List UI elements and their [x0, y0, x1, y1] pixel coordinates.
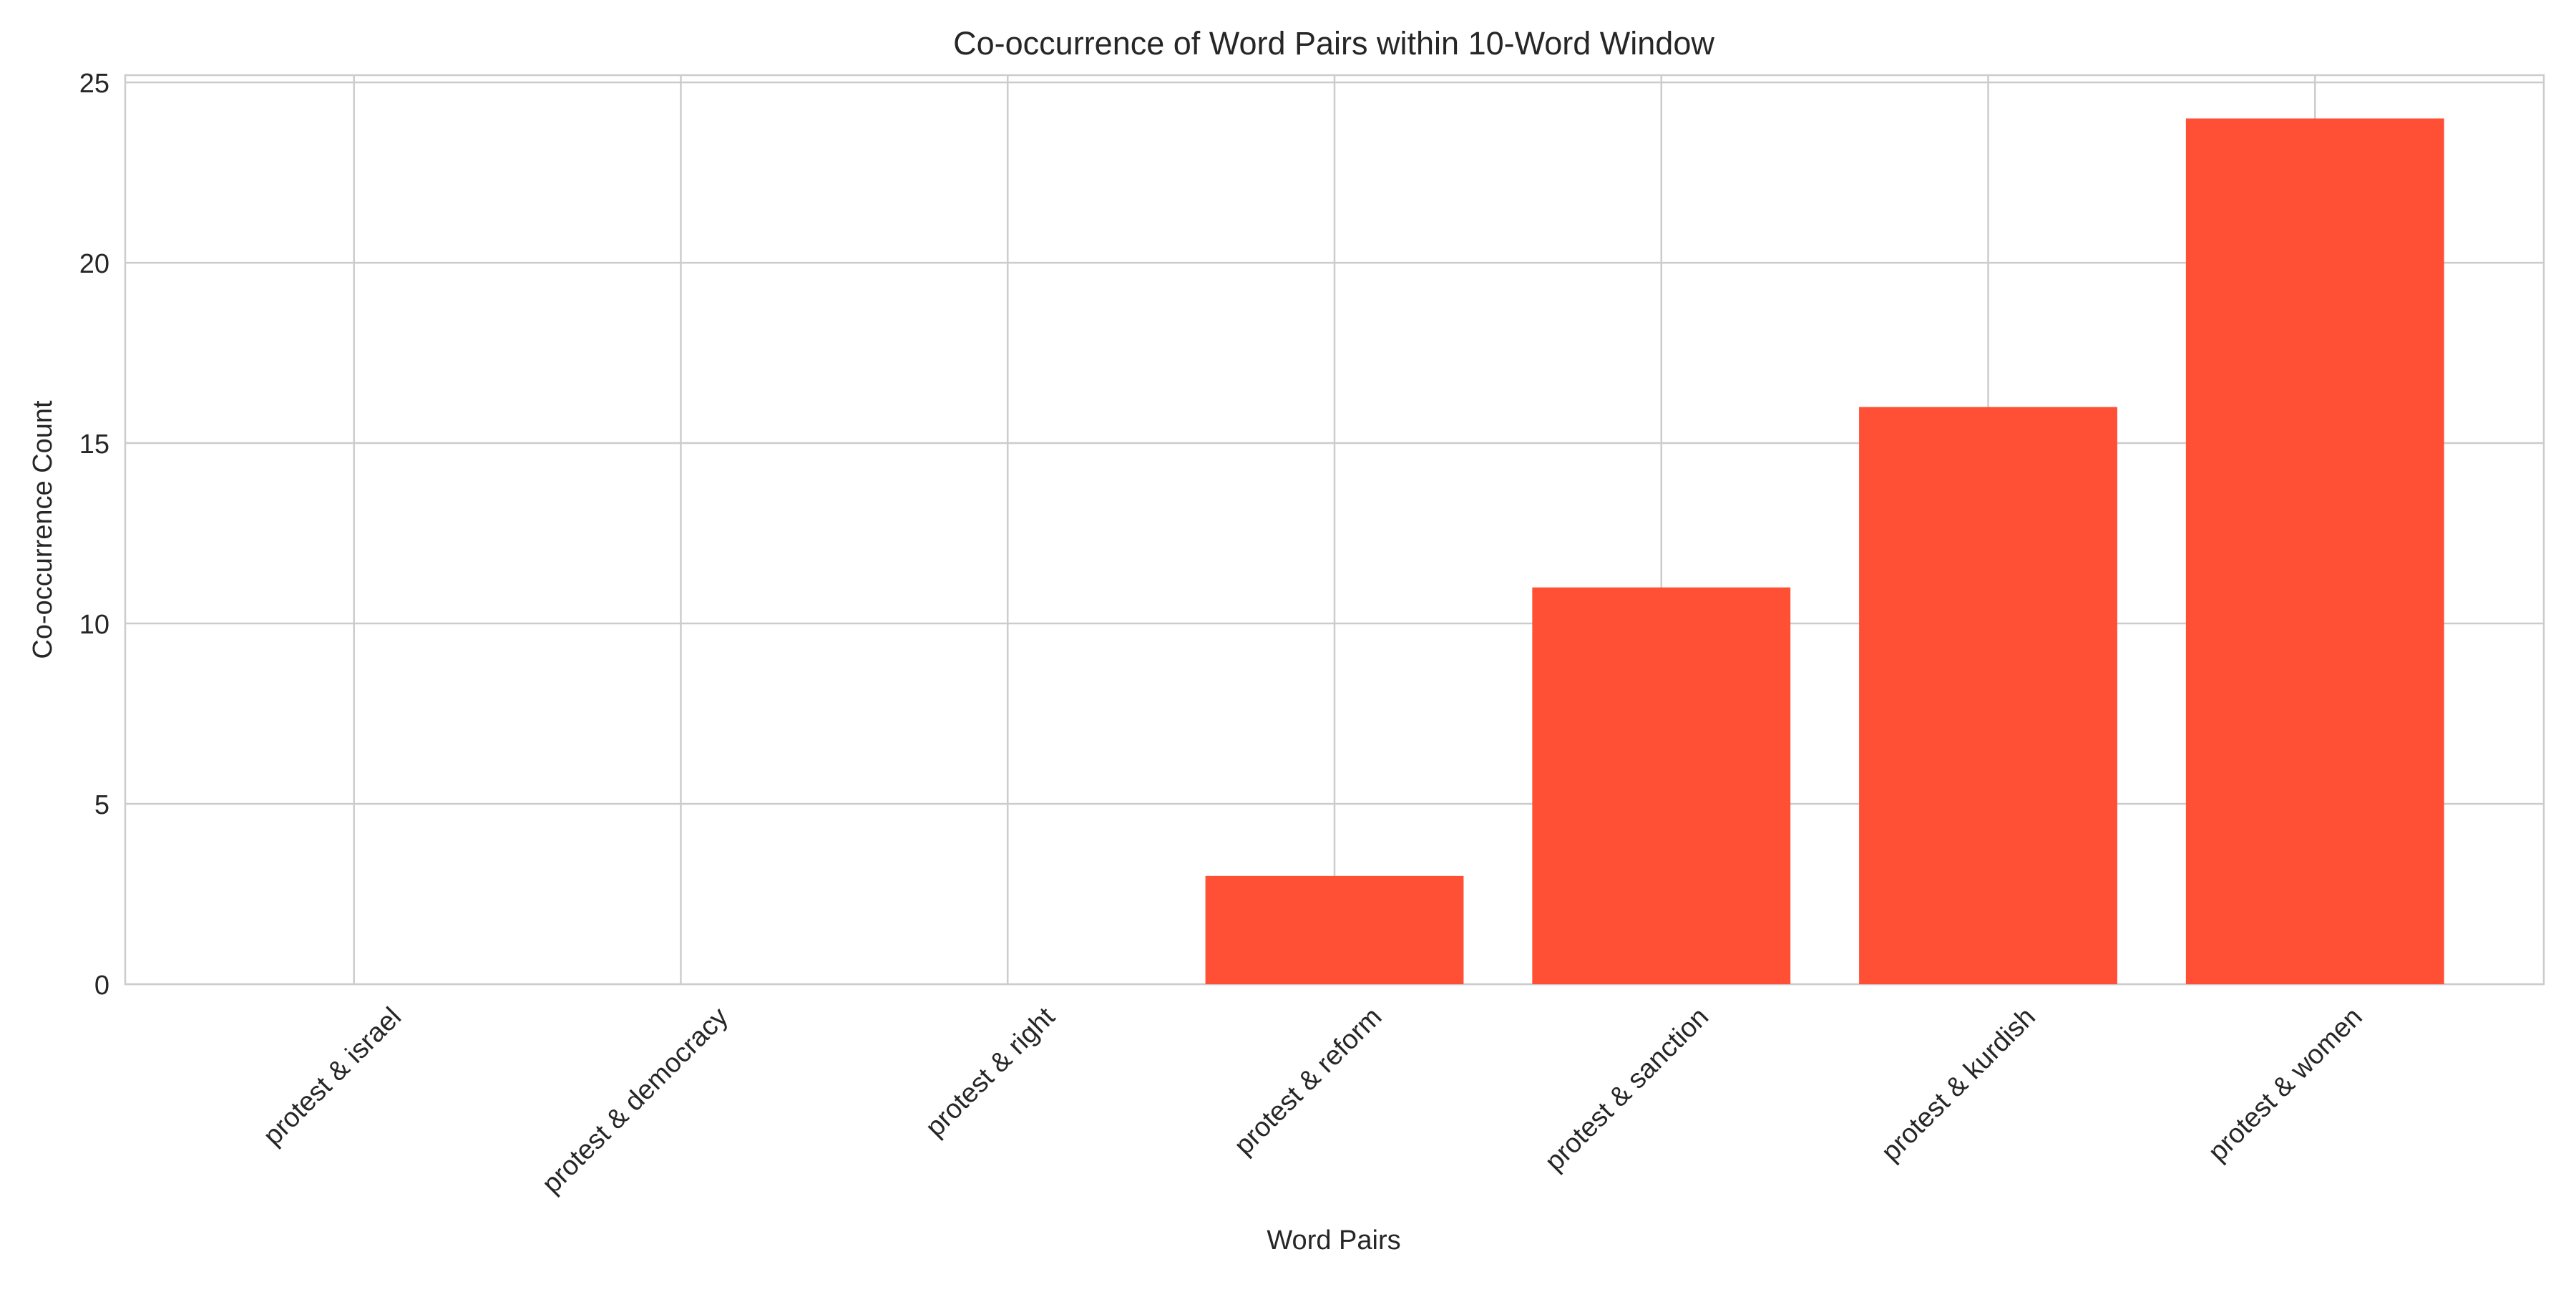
y-tick-label: 5	[94, 790, 109, 820]
bar	[1205, 875, 1464, 984]
y-tick-label: 0	[94, 971, 109, 1001]
x-tick-label: protest & women	[2202, 1002, 2368, 1167]
bar	[2185, 118, 2444, 984]
chart-title: Co-occurrence of Word Pairs within 10-Wo…	[953, 25, 1714, 62]
y-axis-label: Co-occurrence Count	[28, 400, 58, 659]
y-tick-label: 20	[79, 249, 109, 279]
x-tick-label: protest & democracy	[537, 1002, 734, 1200]
y-tick-label: 25	[79, 69, 109, 99]
x-axis-label: Word Pairs	[1267, 1225, 1400, 1255]
bar	[1532, 587, 1791, 984]
bars	[1205, 118, 2444, 984]
bar	[1859, 407, 2117, 984]
x-tick-label: protest & kurdish	[1876, 1002, 2041, 1167]
y-tick-label: 10	[79, 610, 109, 640]
x-tick-label: protest & reform	[1229, 1002, 1387, 1161]
y-axis-ticks: 0 5 10 15 20 25	[79, 69, 109, 1001]
x-tick-label: protest & right	[920, 1001, 1061, 1142]
grid-lines	[125, 75, 2544, 986]
x-tick-label: protest & sanction	[1539, 1002, 1714, 1177]
y-tick-label: 15	[79, 429, 109, 460]
x-tick-label: protest & israel	[258, 1002, 407, 1152]
x-axis-ticks: protest & israel protest & democracy prote…	[258, 1001, 2368, 1199]
